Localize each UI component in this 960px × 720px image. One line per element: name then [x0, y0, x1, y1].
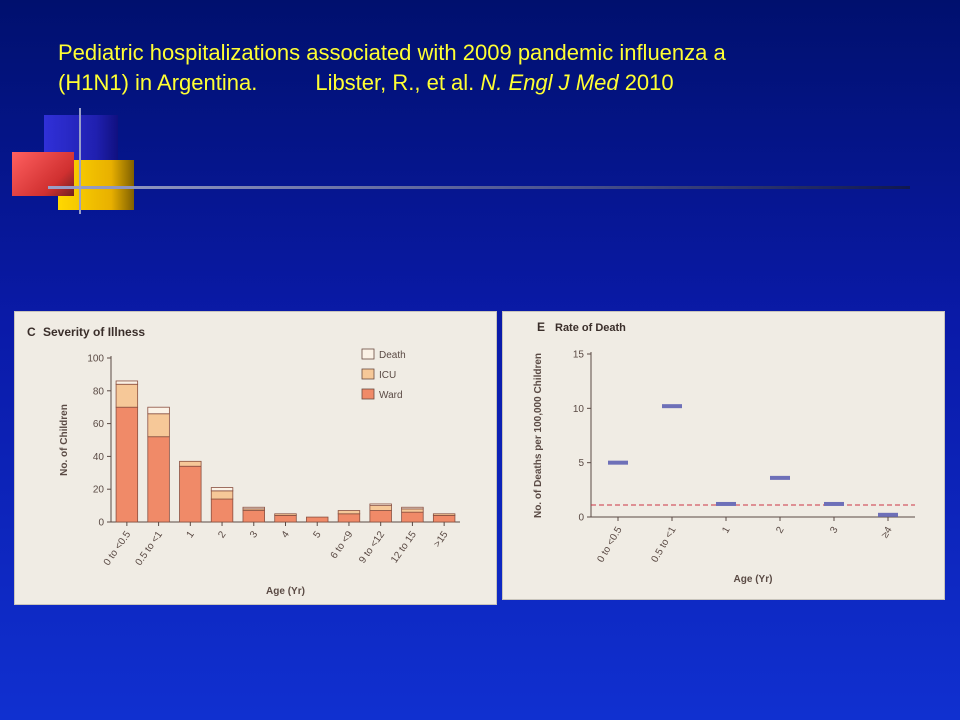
bar-ward-2: [179, 465, 202, 523]
bar-ward-9: [401, 511, 424, 523]
decorative-vertical-rule: [79, 108, 81, 214]
bar-ward-10: [432, 515, 456, 523]
chart-title: Severity of Illness: [43, 325, 145, 339]
decorative-red-square: [12, 152, 74, 196]
bar-death-0: [115, 380, 139, 385]
y-tick-label: 0: [578, 513, 584, 524]
legend-label-death: Death: [379, 350, 406, 361]
death-rate-marker-4: [824, 501, 844, 506]
title-journal: N. Engl J Med: [480, 70, 619, 95]
x-tick-label: 1: [185, 529, 197, 540]
death-rate-marker-1: [662, 404, 682, 409]
y-axis-label: No. of Deaths per 100,000 Children: [533, 353, 544, 518]
title-citation: Libster, R., et al.: [315, 70, 481, 95]
panel-letter: C: [27, 325, 36, 339]
x-tick-label: 6 to <9: [329, 529, 356, 561]
x-tick-label: 2: [216, 529, 228, 540]
x-tick-label: 2: [774, 525, 787, 536]
bar-icu-9: [401, 508, 424, 513]
bar-ward-8: [369, 510, 392, 523]
x-tick-label: 4: [280, 529, 292, 540]
bar-ward-1: [147, 436, 170, 523]
x-tick-label: 12 to 15: [389, 529, 419, 565]
title-line-1: Pediatric hospitalizations associated wi…: [58, 40, 726, 65]
x-tick-label: 0 to <0.5: [595, 525, 624, 565]
rate-of-death-chart: E Rate of Death 0 5 10 15 No. of Deaths per 10…: [533, 320, 915, 585]
legend-swatch-icu: [361, 368, 375, 380]
bar-ward-0: [115, 406, 139, 523]
death-rate-marker-3: [770, 475, 790, 480]
bar-icu-0: [115, 383, 139, 408]
y-tick-label: 15: [573, 350, 585, 361]
bar-icu-3: [210, 490, 234, 500]
bar-death-9: [401, 506, 424, 510]
bar-ward-6: [306, 516, 329, 523]
death-rate-marker-5: [878, 512, 898, 517]
bar-icu-2: [179, 460, 202, 467]
x-tick-label: 0 to <0.5: [102, 529, 134, 568]
bar-icu-5: [274, 513, 297, 516]
x-tick-label: 3: [828, 525, 841, 536]
severity-chart-panel: C Severity of Illness 0 20 40 60 80 100 No. of C…: [15, 312, 496, 604]
legend-swatch-death: [361, 348, 375, 360]
bar-death-4: [242, 506, 265, 510]
x-tick-label: 0.5 to <1: [649, 525, 678, 565]
bar-ward-5: [274, 515, 297, 523]
y-tick-label: 5: [578, 458, 584, 469]
x-axis-label: Age (Yr): [266, 586, 305, 597]
decorative-horizontal-rule: [48, 186, 910, 189]
bar-death-1: [147, 406, 170, 415]
bar-ward-7: [337, 513, 361, 523]
legend-label-ward: Ward: [379, 390, 403, 401]
x-tick-label: 5: [311, 529, 323, 540]
legend-label-icu: ICU: [379, 370, 396, 381]
death-rate-marker-0: [608, 460, 628, 465]
bar-death-8: [369, 503, 392, 507]
y-tick-label: 0: [98, 518, 104, 529]
y-tick-label: 20: [93, 485, 105, 496]
x-tick-label: 0.5 to <1: [134, 529, 166, 568]
y-tick-label: 80: [93, 386, 105, 397]
bar-death-3: [210, 487, 234, 492]
death-rate-marker-2: [716, 501, 736, 506]
bar-icu-8: [369, 505, 392, 511]
slide-title: Pediatric hospitalizations associated wi…: [58, 38, 938, 98]
chart-title: Rate of Death: [555, 322, 626, 334]
bar-icu-10: [432, 513, 456, 516]
x-tick-label: >15: [432, 529, 451, 550]
panel-letter: E: [537, 320, 545, 334]
bar-ward-4: [242, 510, 265, 523]
severity-of-illness-chart: C Severity of Illness 0 20 40 60 80 100 No. of C…: [27, 325, 460, 597]
y-axis-label: No. of Children: [59, 404, 70, 476]
death-rate-chart-panel: E Rate of Death 0 5 10 15 No. of Deaths per 10…: [503, 312, 944, 599]
y-tick-label: 10: [573, 404, 585, 415]
x-axis-label: Age (Yr): [734, 574, 773, 585]
x-tick-label: 9 to <12: [357, 529, 387, 566]
title-topic: (H1N1) in Argentina.: [58, 70, 258, 95]
y-tick-label: 40: [93, 452, 105, 463]
x-tick-label: 3: [248, 529, 260, 540]
title-year: 2010: [618, 70, 674, 95]
y-tick-label: 60: [93, 419, 105, 430]
legend-swatch-ward: [361, 388, 375, 400]
bar-icu-7: [337, 510, 361, 515]
bar-ward-3: [210, 498, 234, 523]
x-tick-label: 1: [720, 525, 733, 536]
x-tick-label: ≥4: [880, 525, 895, 540]
bar-icu-1: [147, 413, 170, 438]
title-line-2: (H1N1) in Argentina. Libster, R., et al. …: [58, 68, 938, 98]
y-tick-label: 100: [87, 354, 104, 365]
